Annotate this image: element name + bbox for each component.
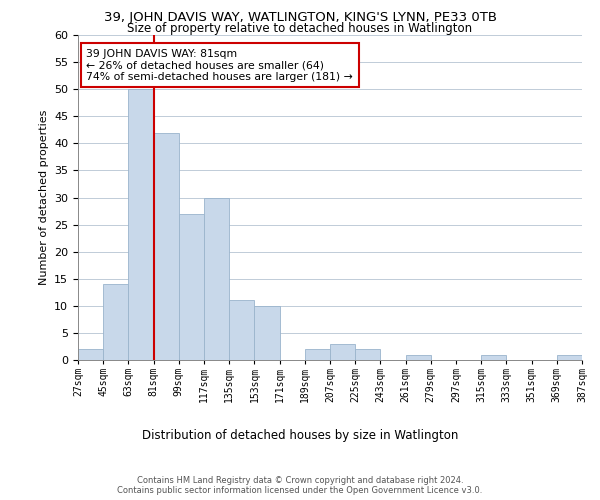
Text: 39 JOHN DAVIS WAY: 81sqm
← 26% of detached houses are smaller (64)
74% of semi-d: 39 JOHN DAVIS WAY: 81sqm ← 26% of detach… [86,48,353,82]
Y-axis label: Number of detached properties: Number of detached properties [38,110,49,285]
Bar [154,132,179,360]
Bar [103,284,128,360]
Bar [330,344,355,360]
Bar [229,300,254,360]
Bar [204,198,229,360]
Bar [179,214,204,360]
Text: Distribution of detached houses by size in Watlington: Distribution of detached houses by size … [142,430,458,442]
Bar [481,354,506,360]
Text: Size of property relative to detached houses in Watlington: Size of property relative to detached ho… [127,22,473,35]
Text: Contains HM Land Registry data © Crown copyright and database right 2024.: Contains HM Land Registry data © Crown c… [137,476,463,485]
Bar [557,354,582,360]
Bar [254,306,280,360]
Text: Contains public sector information licensed under the Open Government Licence v3: Contains public sector information licen… [118,486,482,495]
Bar [128,89,154,360]
Bar [305,349,330,360]
Text: 39, JOHN DAVIS WAY, WATLINGTON, KING'S LYNN, PE33 0TB: 39, JOHN DAVIS WAY, WATLINGTON, KING'S L… [104,11,497,24]
Bar [355,349,380,360]
Bar [406,354,431,360]
Bar [78,349,103,360]
